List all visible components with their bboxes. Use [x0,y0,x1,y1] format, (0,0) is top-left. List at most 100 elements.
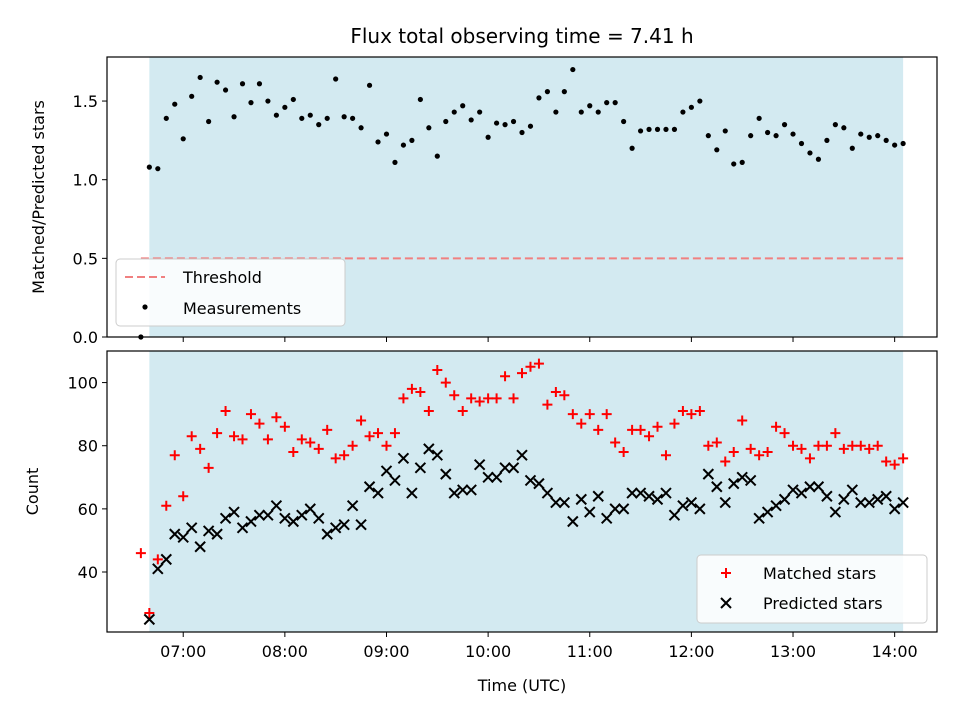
measurement-point [781,122,788,128]
predicted-point [152,563,164,575]
measurement-point [629,145,635,151]
measurement-point [316,122,322,128]
measurement-point [824,137,830,143]
matched-point [635,424,646,435]
predicted-point [465,484,477,496]
predicted-point [499,462,511,474]
predicted-point [228,506,240,518]
measurement-point [756,115,762,121]
predicted-point [380,465,393,477]
matched-point [542,399,553,410]
matched-point [347,440,358,451]
measurement-point [663,126,669,132]
matched-point [711,437,722,448]
predicted-point [694,503,706,515]
predicted-point [711,481,723,493]
matched-point [813,440,824,451]
matched-point [296,434,307,445]
measurement-point [731,161,737,167]
matched-point [864,443,875,454]
predicted-point [524,474,537,487]
measurement-point [214,79,220,85]
matched-point [245,409,256,420]
predicted-point [321,528,333,540]
measurement-point [350,115,356,121]
measurement-point [172,101,178,107]
matched-point [237,434,248,445]
matched-point [220,405,231,416]
matched-point [322,424,333,435]
matched-point [847,440,858,451]
matched-point [627,424,638,435]
matched-point [474,396,485,407]
predicted-point [541,487,554,499]
predicted-point [202,525,215,537]
matched-point [483,393,494,404]
y-tick-label: 80 [78,437,98,456]
predicted-point [770,500,782,512]
matched-point [728,447,739,458]
matched-point [652,421,663,432]
y-tick-label: 0.0 [73,328,98,347]
matched-point [593,424,604,435]
measurement-point [671,126,678,132]
matched-point [550,387,561,398]
matched-point [796,443,807,454]
predicted-point [660,487,672,499]
predicted-point [651,493,664,506]
predicted-point [516,449,528,461]
predicted-point [423,443,435,455]
predicted-point [448,487,460,499]
predicted-point [194,541,206,553]
predicted-point [431,449,444,461]
predicted-point [778,493,791,506]
matched-point [186,431,197,442]
measurement-point [358,125,364,131]
matched-point [779,428,790,439]
measurement-point [536,95,542,101]
x-tick-label: 08:00 [262,642,308,661]
measurement-point [366,82,373,88]
measurement-point [798,140,805,147]
measurement-point [273,112,279,118]
matched-point [449,390,460,401]
matched-point [178,491,189,502]
measurement-point [892,142,898,148]
predicted-point [338,518,350,531]
matched-point [415,387,426,398]
matched-point [610,437,621,448]
predicted-point [668,509,681,521]
measurement-point [578,109,584,115]
measurement-point [858,131,864,137]
measurement-point [722,128,728,134]
matched-point [491,393,502,404]
predicted-point [236,522,249,534]
matched-point [644,431,655,442]
predicted-point [744,474,757,487]
measurement-point [765,129,771,136]
predicted-point [617,503,630,515]
matched-point [305,437,316,448]
measurement-point [866,134,872,140]
predicted-point [372,487,384,499]
measurement-point [468,117,474,123]
x-tick-label: 07:00 [160,642,206,661]
matched-point [135,548,146,559]
legend-matched-swatch [721,568,731,578]
predicted-point [728,477,740,490]
predicted-point [253,509,266,521]
matched-point [517,368,527,379]
y-tick-label: 0.5 [73,249,98,268]
predicted-point [888,503,901,515]
x-tick-label: 10:00 [465,642,511,661]
measurement-point [553,109,559,115]
matched-point [898,453,909,464]
predicted-point [211,528,223,540]
predicted-point [313,512,325,525]
measurement-point [189,93,195,99]
predicted-point [245,515,257,528]
matched-point [169,450,180,461]
predicted-point [533,477,545,490]
measurement-point [748,133,754,139]
measurement-point [849,145,855,151]
